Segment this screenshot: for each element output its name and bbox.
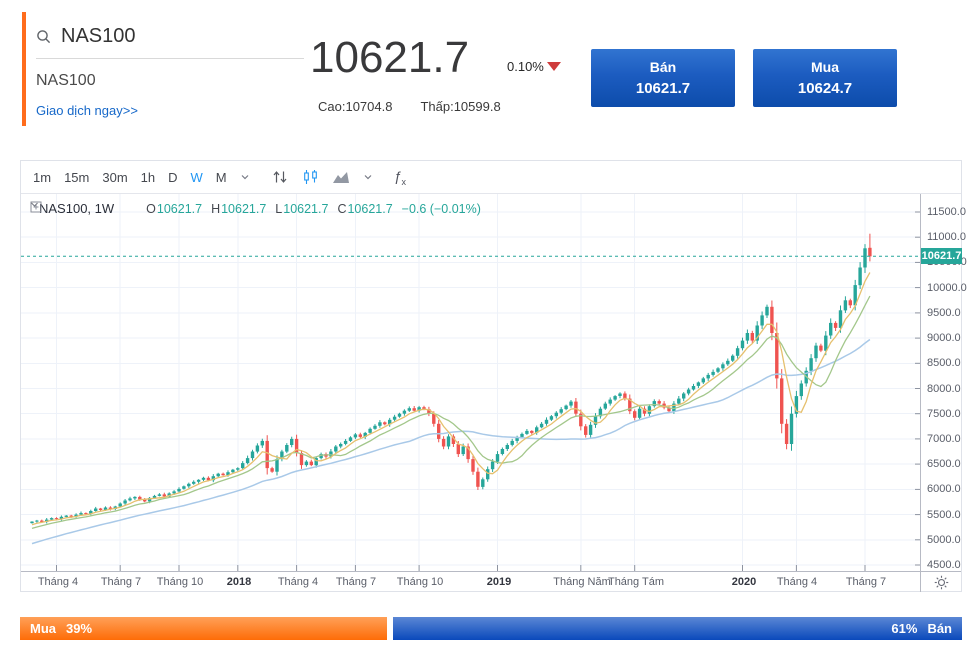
time-axis-label: Tháng 7 [100,576,142,588]
time-axis-label: 2020 [731,576,757,588]
sell-button[interactable]: Bán 10621.7 [591,49,735,107]
time-axis-label: 2019 [486,576,512,588]
fx-indicator-icon[interactable]: ƒx [393,167,406,187]
time-axis-label: Tháng Năm [553,576,611,588]
interval-button-m[interactable]: M [215,169,227,185]
price-axis-label: 4500.0 [927,559,961,571]
price-axis-label: 11000.0 [927,231,966,243]
sell-button-label: Bán [649,59,677,75]
price-axis-label: 7000.0 [927,433,961,445]
time-axis-label: Tháng 4 [37,576,79,588]
search-input[interactable] [59,24,293,49]
buy-button[interactable]: Mua 10624.7 [753,49,897,107]
price-axis-label: 8500.0 [927,357,961,369]
time-axis-label: Tháng 4 [776,576,818,588]
sentiment-bar: Mua 39% 61% Bán [20,617,962,640]
buy-ratio-percent: 39% [66,621,93,636]
sell-ratio-bar: 61% Bán [393,617,962,640]
time-axis-label: Tháng 7 [845,576,887,588]
legend-high-label: H [211,201,221,216]
search-icon [36,29,51,44]
low-value: Thấp:10599.8 [420,99,501,114]
legend-close-value: 10621.7 [347,201,393,216]
time-axis-label: Tháng 10 [396,576,444,588]
interval-button-d[interactable]: D [168,169,178,185]
time-axis-label: 2018 [226,576,252,588]
accent-bar [22,12,26,126]
current-price: 10621.7 [310,33,470,82]
sell-button-price: 10621.7 [635,80,691,97]
time-axis-label: Tháng 4 [277,576,319,588]
current-price-tag: 10621.7 [921,248,962,264]
chevron-down-icon[interactable] [363,173,373,181]
triangle-down-icon [546,62,561,71]
axis-corner[interactable] [920,571,961,592]
interval-button-30m[interactable]: 30m [102,169,128,185]
chart-toolbar: 1m 15m 30m 1h D W M [21,161,961,194]
high-value: Cao:10704.8 [318,99,393,114]
candlestick-chart[interactable] [21,194,920,571]
sell-ratio-percent: 61% [891,621,918,636]
buy-button-price: 10624.7 [797,80,853,97]
trade-now-link[interactable]: Giao dịch ngay>> [36,103,138,118]
legend-change: −0.6 (−0.01%) [401,201,481,216]
time-axis[interactable]: Tháng 4 Tháng 7 Tháng 10 2018 Tháng 4 Tháng 7… [21,571,920,592]
legend-symbol[interactable]: NAS100, 1W [39,201,115,216]
chart-panel: 1m 15m 30m 1h D W M [20,160,967,592]
time-axis-label: Tháng Tám [607,576,665,588]
search-box[interactable] [36,24,304,59]
price-axis-label: 5500.0 [927,509,961,521]
interval-button-15m[interactable]: 15m [64,169,90,185]
legend-high-value: 10621.7 [221,201,267,216]
price-axis[interactable]: 11500.011000.010500.010000.09500.09000.0… [920,194,967,571]
interval-button-1m[interactable]: 1m [33,169,52,185]
price-axis-label: 5000.0 [927,534,961,546]
time-axis-label: Tháng 7 [335,576,377,588]
legend-low-value: 10621.7 [283,201,329,216]
legend-low-label: L [275,201,283,216]
legend-open-label: O [146,201,156,216]
interval-button-1h[interactable]: 1h [140,169,156,185]
price-axis-label: 8000.0 [927,383,961,395]
area-chart-icon[interactable] [332,170,350,184]
price-axis-label: 7500.0 [927,408,961,420]
symbol-name: NAS100 [36,72,96,89]
chevron-down-icon[interactable] [240,173,250,181]
candlestick-icon[interactable] [302,169,319,185]
legend-close-label: C [337,201,347,216]
buy-ratio-bar: Mua 39% [20,617,388,640]
time-axis-label: Tháng 10 [156,576,204,588]
price-axis-label: 9000.0 [927,332,961,344]
bar-change-icon[interactable] [271,169,289,185]
price-axis-label: 6500.0 [927,458,961,470]
change-percent: 0.10% [507,59,544,74]
buy-button-label: Mua [811,59,839,75]
price-axis-label: 11500.0 [927,206,966,218]
interval-group: 1m 15m 30m 1h D W M [33,170,240,185]
price-axis-label: 9500.0 [927,307,961,319]
sell-ratio-label: Bán [927,621,952,636]
legend-open-value: 10621.7 [156,201,203,216]
buy-ratio-label: Mua [30,621,56,636]
settings-gear-icon[interactable] [934,575,949,590]
price-axis-label: 6000.0 [927,483,961,495]
price-axis-label: 10000.0 [927,282,967,294]
interval-button-w[interactable]: W [190,169,203,185]
